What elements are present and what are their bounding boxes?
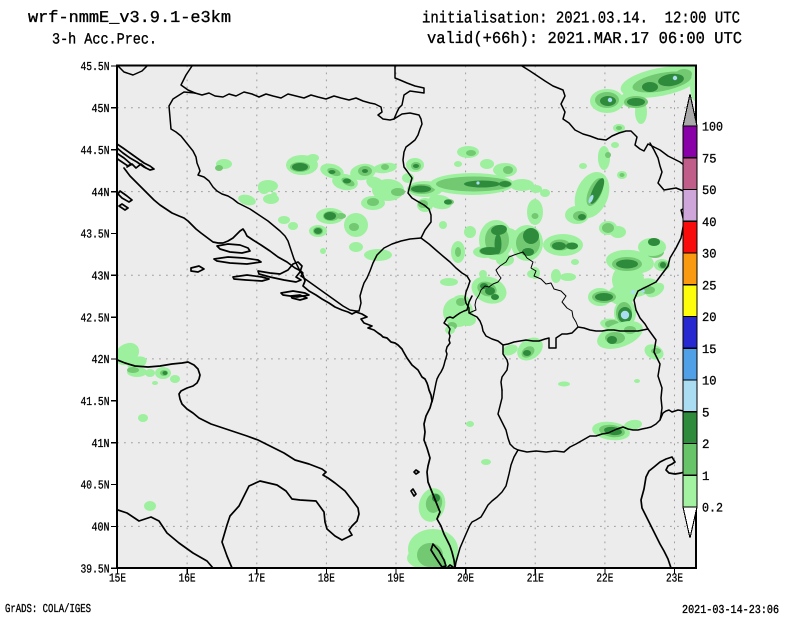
svg-text:17E: 17E (248, 572, 265, 586)
svg-text:42.5N: 42.5N (81, 311, 110, 325)
svg-text:19E: 19E (388, 572, 405, 586)
svg-text:10: 10 (702, 374, 717, 389)
svg-text:15E: 15E (109, 572, 126, 586)
svg-text:23E: 23E (666, 572, 683, 586)
svg-text:22E: 22E (596, 572, 613, 586)
svg-text:GrADS: COLA/IGES: GrADS: COLA/IGES (5, 602, 91, 616)
svg-text:25: 25 (702, 278, 717, 293)
svg-text:44N: 44N (92, 186, 110, 200)
svg-text:2021-03-14-23:06: 2021-03-14-23:06 (682, 603, 779, 617)
svg-text:initialisation: 2021.03.14. 1: initialisation: 2021.03.14. 12:00 UTC (422, 8, 740, 27)
svg-text:30: 30 (702, 247, 717, 262)
svg-text:75: 75 (702, 151, 717, 166)
svg-text:40N: 40N (92, 521, 110, 535)
svg-text:18E: 18E (318, 572, 335, 586)
svg-text:3-h Acc.Prec.: 3-h Acc.Prec. (52, 31, 157, 49)
svg-text:20: 20 (702, 310, 717, 325)
svg-text:41.5N: 41.5N (81, 395, 110, 409)
svg-text:40.5N: 40.5N (81, 479, 110, 493)
svg-text:15: 15 (702, 342, 717, 357)
svg-text:42N: 42N (92, 353, 110, 367)
svg-text:100: 100 (702, 120, 723, 135)
svg-text:45.5N: 45.5N (81, 60, 110, 74)
svg-text:41N: 41N (92, 437, 110, 451)
svg-text:2: 2 (702, 437, 710, 452)
svg-text:0.2: 0.2 (702, 501, 723, 516)
svg-text:39.5N: 39.5N (81, 562, 110, 576)
svg-text:1: 1 (702, 469, 710, 484)
svg-text:valid(+66h): 2021.MAR.17 06:00: valid(+66h): 2021.MAR.17 06:00 UTC (427, 29, 742, 48)
svg-text:21E: 21E (527, 572, 544, 586)
svg-text:16E: 16E (179, 572, 196, 586)
svg-text:45N: 45N (92, 102, 110, 116)
svg-text:20E: 20E (457, 572, 474, 586)
svg-text:5: 5 (702, 405, 710, 420)
svg-text:40: 40 (702, 215, 717, 230)
svg-text:wrf-nmmE_v3.9.1-e3km: wrf-nmmE_v3.9.1-e3km (28, 8, 231, 27)
svg-text:43.5N: 43.5N (81, 228, 110, 242)
svg-text:44.5N: 44.5N (81, 144, 110, 158)
svg-text:50: 50 (702, 183, 717, 198)
svg-text:43N: 43N (92, 269, 110, 283)
